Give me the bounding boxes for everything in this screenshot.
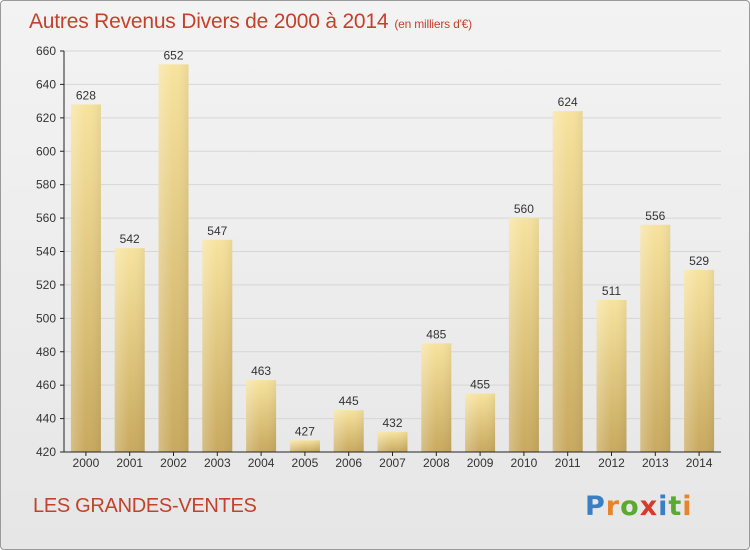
logo-letter: t xyxy=(668,491,683,522)
location-name: LES GRANDES-VENTES xyxy=(33,495,257,517)
x-tick-label: 2007 xyxy=(379,456,406,470)
y-tick-label: 600 xyxy=(36,144,56,158)
x-tick-label: 2008 xyxy=(423,456,450,470)
proxiti-logo: Proxiti xyxy=(585,491,693,522)
bar-shade xyxy=(289,440,320,452)
x-tick-label: 2000 xyxy=(73,456,100,470)
x-tick-label: 2001 xyxy=(116,456,143,470)
data-label: 445 xyxy=(339,394,359,408)
x-tick-label: 2009 xyxy=(467,456,494,470)
x-tick-label: 2013 xyxy=(642,456,669,470)
chart-unit: (en milliers d'€) xyxy=(394,17,472,31)
x-tick-label: 2003 xyxy=(204,456,231,470)
y-tick-label: 580 xyxy=(36,178,56,192)
bar-shade xyxy=(465,393,496,452)
chart-title-text: Autres Revenus Divers de 2000 à 2014 xyxy=(29,10,389,33)
data-label: 652 xyxy=(163,48,183,62)
x-tick-label: 2012 xyxy=(598,456,625,470)
bars-layer xyxy=(70,64,715,453)
y-tick-label: 500 xyxy=(36,311,56,325)
data-label: 628 xyxy=(76,88,96,102)
x-tick-label: 2010 xyxy=(511,456,538,470)
bar-shade xyxy=(202,239,233,452)
data-label: 463 xyxy=(251,364,271,378)
y-tick-label: 420 xyxy=(36,445,56,459)
logo-letter: r xyxy=(605,491,621,522)
axis-layer xyxy=(60,50,721,456)
x-tick-label: 2006 xyxy=(335,456,362,470)
y-tick-label: 640 xyxy=(36,77,56,91)
x-tick-label: 2005 xyxy=(292,456,319,470)
data-label: 624 xyxy=(558,95,578,109)
labels-layer: 420 440 460 480 500 520 540 560 580 600 620 640 660 6… xyxy=(36,44,713,470)
x-tick-label: 2004 xyxy=(248,456,275,470)
data-label: 511 xyxy=(602,284,621,298)
data-label: 529 xyxy=(689,254,709,268)
bar-shade xyxy=(596,299,627,452)
x-tick-label: 2011 xyxy=(555,456,581,470)
y-tick-label: 520 xyxy=(36,278,56,292)
data-label: 485 xyxy=(426,327,446,341)
y-tick-label: 660 xyxy=(36,44,56,58)
logo-letter: x xyxy=(639,491,659,522)
logo-letter: i xyxy=(658,491,669,522)
logo-letter: o xyxy=(620,491,640,522)
data-label: 432 xyxy=(382,416,402,430)
y-tick-label: 460 xyxy=(36,378,56,392)
bar-shade xyxy=(684,269,715,452)
y-tick-label: 480 xyxy=(36,345,56,359)
bar-shade xyxy=(552,111,583,453)
x-tick-label: 2014 xyxy=(686,456,713,470)
data-label: 455 xyxy=(470,378,490,392)
bar-shade xyxy=(421,343,452,452)
bar-shade xyxy=(70,104,101,452)
bar-shade xyxy=(114,248,145,452)
data-label: 560 xyxy=(514,202,534,216)
bar-shade xyxy=(333,410,364,452)
logo-letter: P xyxy=(585,491,606,522)
bar-shade xyxy=(640,224,671,452)
logo-letter: i xyxy=(682,491,693,522)
data-label: 427 xyxy=(295,424,315,438)
data-label: 547 xyxy=(207,224,227,238)
bar-shade xyxy=(508,218,539,452)
bar-shade xyxy=(246,380,277,452)
chart-title: Autres Revenus Divers de 2000 à 2014 (en … xyxy=(29,10,472,34)
data-label: 542 xyxy=(120,232,140,246)
y-tick-label: 540 xyxy=(36,245,56,259)
bar-shade xyxy=(377,431,408,452)
y-tick-label: 560 xyxy=(36,211,56,225)
bar-shade xyxy=(158,64,189,452)
x-tick-label: 2002 xyxy=(160,456,187,470)
y-tick-label: 620 xyxy=(36,111,56,125)
y-tick-label: 440 xyxy=(36,412,56,426)
data-label: 556 xyxy=(645,209,665,223)
